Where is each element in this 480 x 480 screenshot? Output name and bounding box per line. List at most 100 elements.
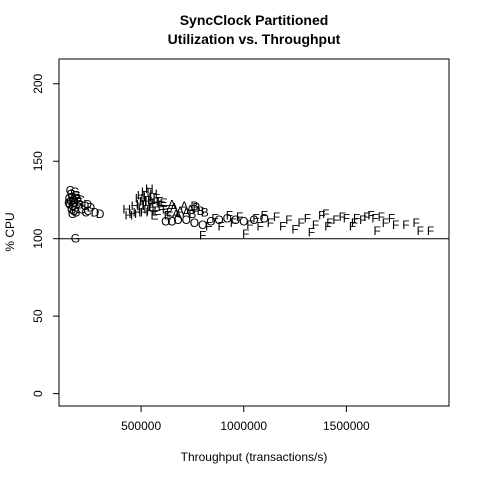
data-point-g: G bbox=[67, 202, 76, 216]
data-point-h: H bbox=[129, 207, 138, 221]
data-point-f: F bbox=[230, 216, 237, 230]
data-point-g: G bbox=[69, 204, 78, 218]
data-point-b: B bbox=[201, 205, 209, 219]
data-point-f: F bbox=[308, 226, 315, 240]
data-point-f: F bbox=[349, 219, 356, 233]
data-point-h: H bbox=[146, 204, 155, 218]
data-point-b: B bbox=[193, 201, 201, 215]
data-point-e: E bbox=[154, 204, 162, 218]
data-point-e: E bbox=[148, 201, 156, 215]
data-point-o: O bbox=[223, 212, 232, 226]
data-point-f: F bbox=[312, 218, 319, 232]
data-point-f: F bbox=[353, 212, 360, 226]
data-point-f: F bbox=[322, 207, 329, 221]
data-point-o: O bbox=[206, 215, 215, 229]
data-point-f: F bbox=[236, 210, 243, 224]
data-point-h: H bbox=[137, 188, 146, 202]
data-point-g: G bbox=[74, 195, 83, 209]
y-tick-label: 200 bbox=[31, 73, 45, 93]
data-point-f: F bbox=[367, 208, 374, 222]
data-point-f: F bbox=[363, 210, 370, 224]
data-point-d: D bbox=[86, 201, 95, 215]
data-point-g: G bbox=[67, 187, 76, 201]
data-point-e: E bbox=[160, 196, 168, 210]
data-point-g: G bbox=[65, 191, 74, 205]
y-axis-label: % CPU bbox=[3, 212, 17, 251]
y-tick-label: 150 bbox=[31, 151, 45, 171]
data-point-h: H bbox=[124, 208, 133, 222]
data-point-b: B bbox=[188, 207, 196, 221]
data-point-o: O bbox=[190, 216, 199, 230]
data-point-f: F bbox=[332, 213, 339, 227]
data-point-f: F bbox=[373, 224, 380, 238]
data-point-g: G bbox=[66, 184, 75, 198]
data-point-h: H bbox=[135, 191, 144, 205]
chart-title: SyncClock Partitioned bbox=[180, 12, 329, 28]
data-point-g: G bbox=[65, 198, 74, 212]
data-point-h: H bbox=[151, 196, 160, 210]
data-point-c: C bbox=[76, 193, 85, 207]
data-point-g: G bbox=[68, 199, 77, 213]
data-point-g: G bbox=[66, 195, 75, 209]
data-point-h: H bbox=[138, 202, 147, 216]
data-point-d: D bbox=[96, 207, 105, 221]
data-point-h: H bbox=[141, 185, 150, 199]
data-point-e: E bbox=[156, 195, 164, 209]
data-point-c: C bbox=[83, 204, 92, 218]
x-axis: 500000 1000000 1500000 bbox=[121, 406, 370, 433]
data-point-f: F bbox=[211, 212, 218, 226]
data-point-a: A bbox=[168, 198, 176, 212]
chart-subtitle: Utilization vs. Throughput bbox=[168, 31, 341, 47]
data-point-f: F bbox=[402, 218, 409, 232]
plot-frame bbox=[58, 58, 450, 407]
data-point-f: F bbox=[359, 213, 366, 227]
data-point-h: H bbox=[143, 190, 152, 204]
x-tick-label: 500000 bbox=[121, 419, 161, 433]
y-tick-label: 0 bbox=[31, 390, 45, 397]
data-point-c: C bbox=[77, 202, 86, 216]
data-point-f: F bbox=[199, 229, 206, 243]
x-axis-label: Throughput (transactions/s) bbox=[181, 450, 328, 464]
data-point-f: F bbox=[246, 218, 253, 232]
data-point-f: F bbox=[256, 219, 263, 233]
data-point-e: E bbox=[150, 208, 158, 222]
data-point-e: E bbox=[162, 202, 170, 216]
data-point-f: F bbox=[242, 227, 249, 241]
data-point-o: O bbox=[198, 218, 207, 232]
data-point-f: F bbox=[252, 212, 259, 226]
data-point-f: F bbox=[318, 208, 325, 222]
data-point-h: H bbox=[133, 205, 142, 219]
data-point-c: C bbox=[80, 199, 89, 213]
data-point-o: O bbox=[167, 215, 176, 229]
data-point-f: F bbox=[261, 208, 268, 222]
x-tick-label: 1500000 bbox=[323, 419, 370, 433]
data-point-a: A bbox=[174, 208, 182, 222]
data-point-g: G bbox=[72, 188, 81, 202]
data-point-o: O bbox=[173, 213, 182, 227]
data-point-a: A bbox=[172, 207, 180, 221]
data-point-g: G bbox=[69, 193, 78, 207]
data-point-f: F bbox=[298, 216, 305, 230]
data-point-f: F bbox=[382, 216, 389, 230]
data-point-o: O bbox=[231, 213, 240, 227]
data-point-f: F bbox=[339, 210, 346, 224]
data-point-h: H bbox=[144, 195, 153, 209]
data-point-o: O bbox=[182, 213, 191, 227]
data-point-g: G bbox=[71, 201, 80, 215]
y-axis: 0 50 100 150 200 bbox=[31, 73, 59, 397]
data-point-f: F bbox=[226, 208, 233, 222]
data-point-d: D bbox=[91, 205, 100, 219]
data-point-e: E bbox=[166, 205, 174, 219]
data-point-a: A bbox=[170, 201, 178, 215]
data-point-h: H bbox=[136, 198, 145, 212]
data-point-g: G bbox=[68, 207, 77, 221]
data-point-o: O bbox=[214, 213, 223, 227]
data-point-a: A bbox=[186, 202, 194, 216]
data-point-e: E bbox=[158, 199, 166, 213]
data-point-f: F bbox=[392, 218, 399, 232]
y-tick-label: 100 bbox=[31, 228, 45, 248]
data-point-f: F bbox=[351, 216, 358, 230]
data-point-g: G bbox=[71, 232, 80, 246]
